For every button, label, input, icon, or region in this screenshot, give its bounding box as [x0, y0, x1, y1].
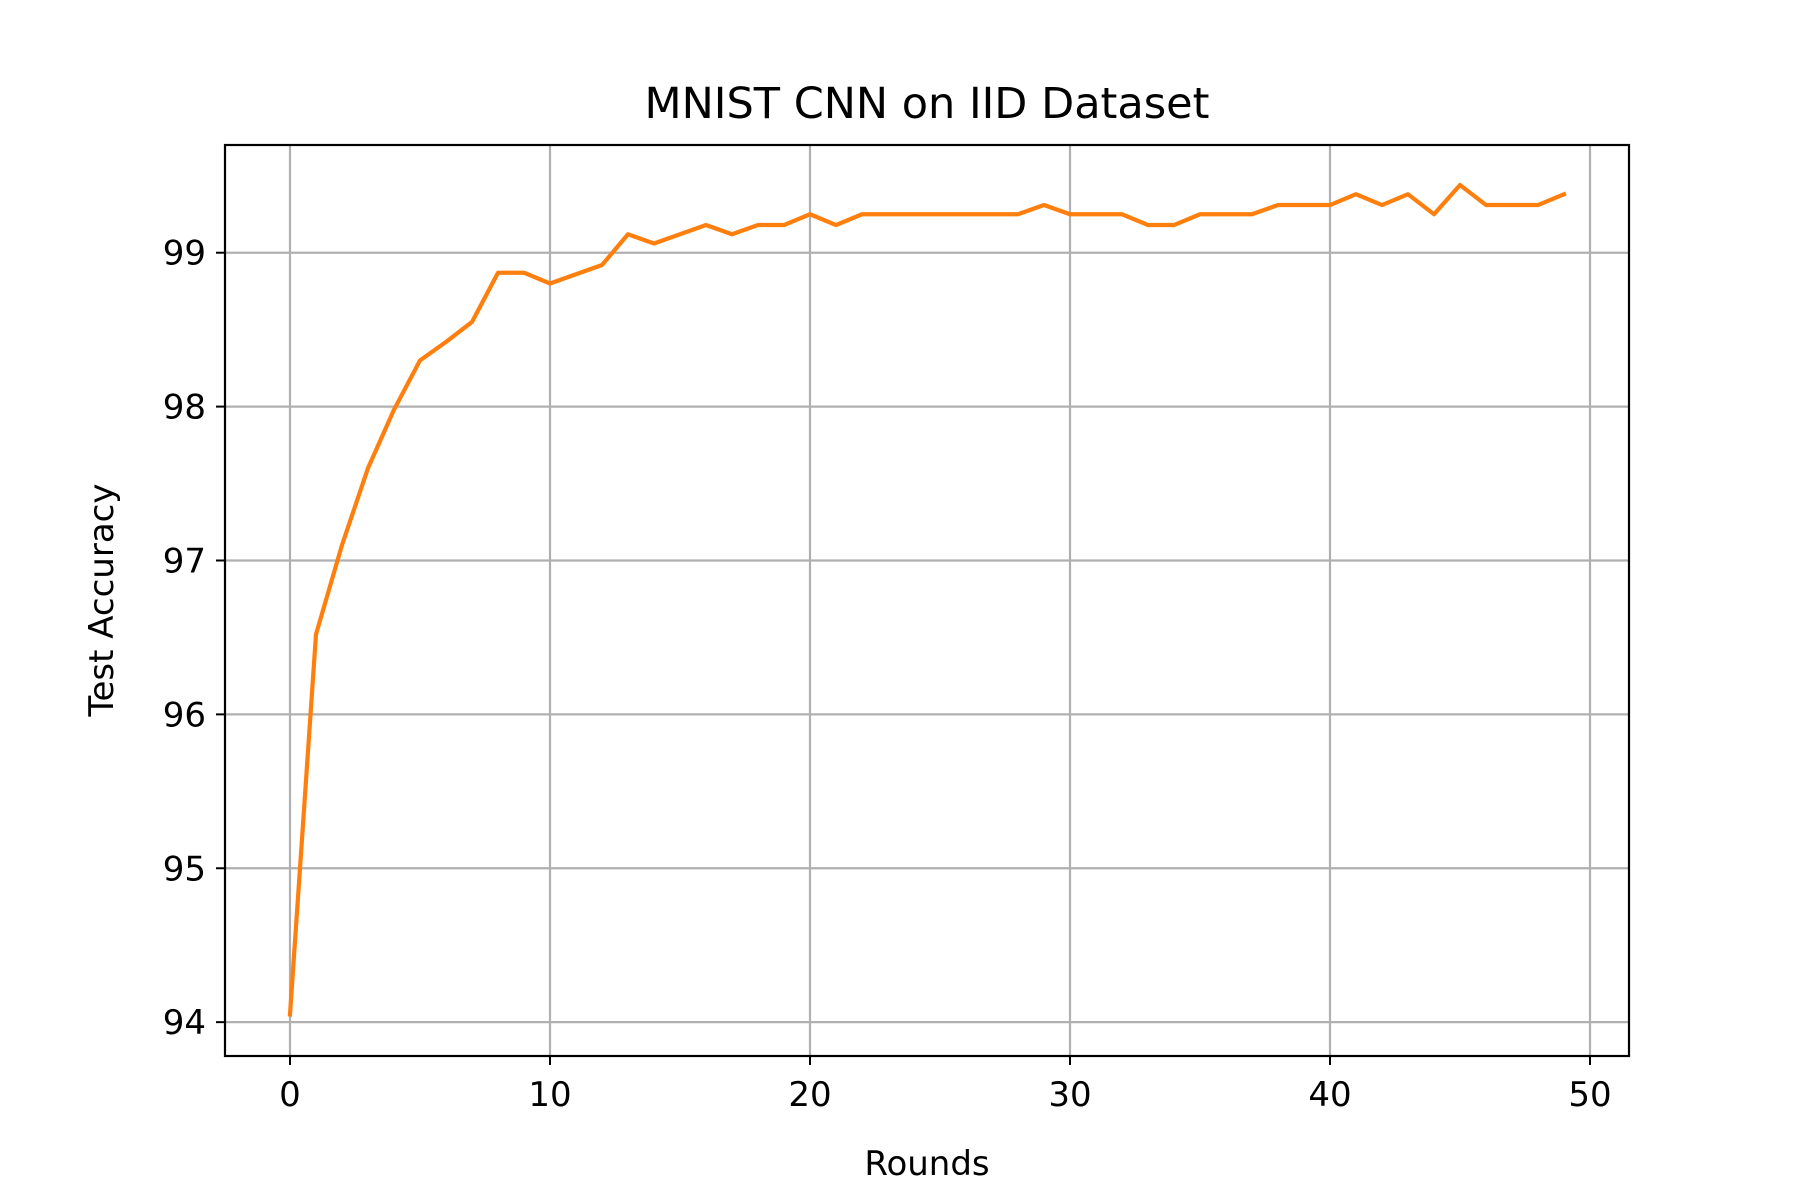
- x-tick-label: 50: [1568, 1075, 1611, 1115]
- y-tick-label: 98: [163, 388, 206, 428]
- series-line: [287, 182, 1567, 1017]
- axis-ticks: 0 10 20 30 40 50 94 95 96 97 98 99: [163, 234, 1612, 1115]
- grid-lines: [225, 145, 1629, 1056]
- plot-frame: [223, 143, 1631, 1058]
- y-axis-label: Test Accuracy: [82, 484, 122, 718]
- y-tick-label: 96: [163, 695, 206, 735]
- y-tick-label: 97: [163, 541, 206, 581]
- x-tick-label: 40: [1308, 1075, 1351, 1115]
- y-tick-label: 99: [163, 234, 206, 274]
- x-tick-label: 30: [1048, 1075, 1091, 1115]
- series-layer: [287, 182, 1567, 1017]
- x-tick-label: 10: [528, 1075, 571, 1115]
- chart-title: MNIST CNN on IID Dataset: [645, 79, 1210, 129]
- x-tick-label: 20: [788, 1075, 831, 1115]
- x-axis-label: Rounds: [864, 1144, 989, 1184]
- x-tick-label: 0: [279, 1075, 301, 1115]
- y-tick-label: 94: [163, 1003, 206, 1043]
- y-tick-label: 95: [163, 849, 206, 889]
